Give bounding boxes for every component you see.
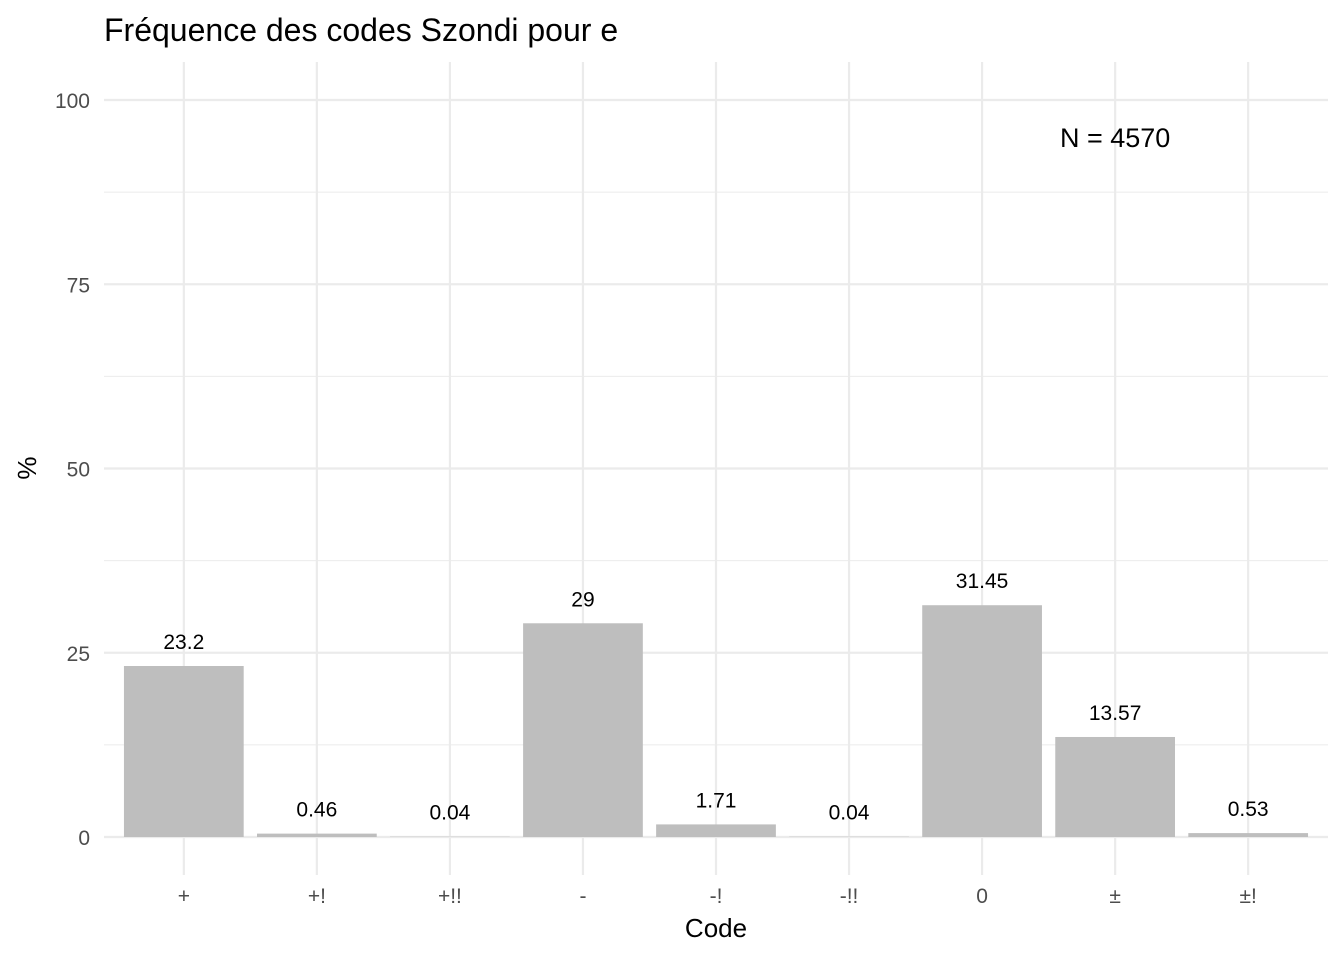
data-label-layer: 23.2 0.46 0.04 29 1.71 0.04 31.45 13.57 0.53 xyxy=(163,570,1268,824)
x-tick-label: ± xyxy=(1109,885,1121,908)
x-tick-label: - xyxy=(579,885,586,908)
y-tick-label: 75 xyxy=(67,274,90,297)
data-label-2: 0.04 xyxy=(429,802,470,825)
x-tick-label: +! xyxy=(308,885,326,908)
data-label-4: 1.71 xyxy=(696,789,737,812)
y-tick-label: 25 xyxy=(67,643,90,666)
data-label-0: 23.2 xyxy=(163,631,204,654)
x-tick-label: + xyxy=(178,885,190,908)
bar-6 xyxy=(922,605,1042,837)
y-tick-label: 50 xyxy=(67,459,90,482)
x-tick-label: ±! xyxy=(1239,885,1256,908)
bar-1 xyxy=(257,833,377,837)
y-tick-label: 0 xyxy=(78,827,90,850)
bar-0 xyxy=(123,666,244,837)
data-label-8: 0.53 xyxy=(1228,798,1269,821)
sample-size-annotation: N = 4570 xyxy=(1060,123,1170,153)
bar-3 xyxy=(523,623,643,837)
x-tick-label: 0 xyxy=(976,885,988,908)
y-axis-title: % xyxy=(12,456,42,479)
bar-7 xyxy=(1055,736,1175,837)
data-label-1: 0.46 xyxy=(296,799,337,822)
y-tick-label: 100 xyxy=(55,90,90,113)
y-axis: 0 25 50 75 100 xyxy=(55,90,90,850)
data-label-6: 31.45 xyxy=(956,570,1009,593)
data-label-5: 0.04 xyxy=(829,802,870,825)
x-tick-label: -!! xyxy=(840,885,859,908)
chart-title: Fréquence des codes Szondi pour e xyxy=(104,12,618,48)
x-axis-title: Code xyxy=(685,913,747,943)
x-tick-label: -! xyxy=(710,885,723,908)
data-label-7: 13.57 xyxy=(1089,702,1142,725)
x-axis: + +! +!! - -! -!! 0 ± ±! xyxy=(178,885,1257,908)
bar-4 xyxy=(656,824,776,837)
bar-layer xyxy=(123,605,1309,837)
bar-8 xyxy=(1188,833,1309,837)
data-label-3: 29 xyxy=(571,588,594,611)
x-tick-label: +!! xyxy=(438,885,462,908)
